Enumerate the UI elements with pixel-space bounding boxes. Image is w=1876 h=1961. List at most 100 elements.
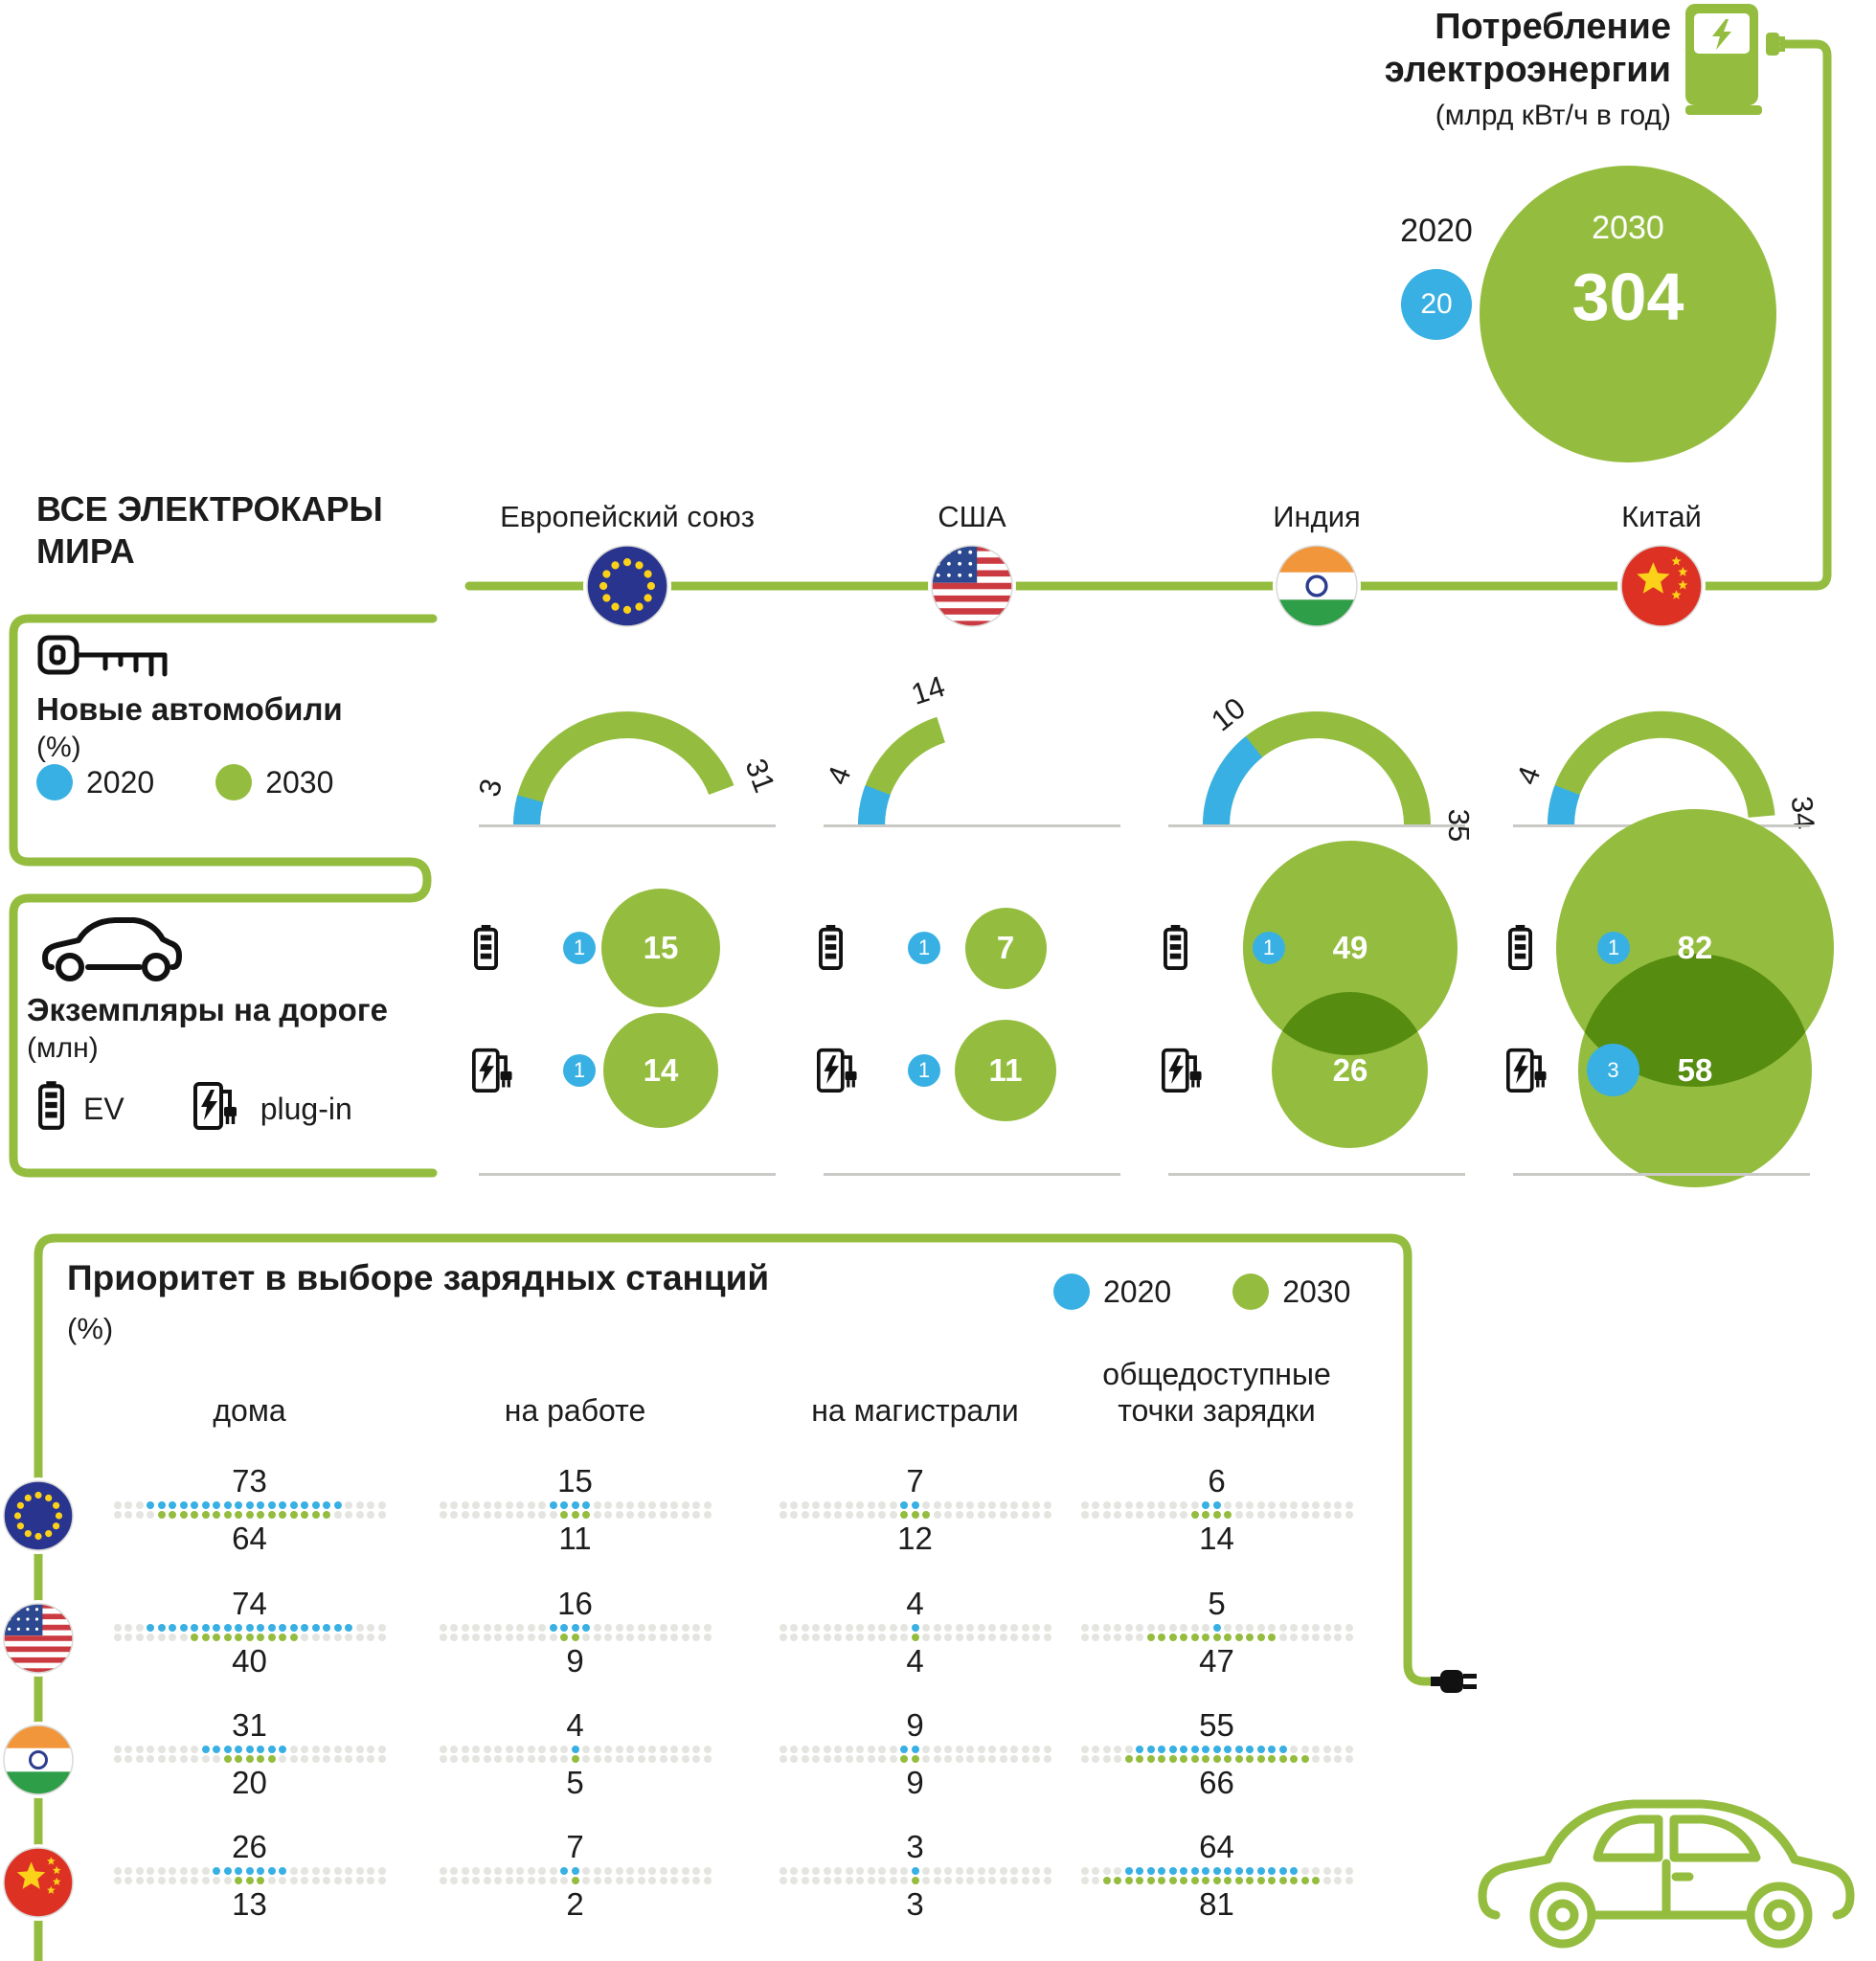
plug-in-icon	[192, 1080, 243, 1138]
on-road-baseline	[479, 1173, 776, 1176]
dot-row-2030	[1079, 1511, 1354, 1519]
car-illustration	[1475, 1747, 1863, 1961]
value-2020: 73	[232, 1463, 267, 1499]
dot-row-2030	[1079, 1634, 1354, 1641]
charging-cell: 15 11	[438, 1463, 712, 1557]
bubble-2030	[1272, 992, 1428, 1148]
value-2020: 7	[906, 1463, 924, 1499]
ev-battery-icon	[472, 924, 500, 975]
on-road-baseline	[1513, 1173, 1810, 1176]
bubble-2030-value: 58	[1677, 1052, 1713, 1088]
charging-cell: 16 9	[438, 1586, 712, 1679]
svg-text:10: 10	[1205, 691, 1252, 738]
dot-row-2020	[112, 1501, 387, 1509]
value-2030: 12	[897, 1521, 933, 1556]
dot-row-2020	[112, 1867, 387, 1875]
india-flag-icon-row	[0, 1722, 77, 1798]
consumption-unit: (млрд кВт/ч в год)	[1435, 100, 1671, 131]
dot-row-2030	[778, 1755, 1052, 1763]
value-2030: 3	[906, 1886, 924, 1922]
value-2020: 3	[906, 1829, 924, 1864]
svg-text:31: 31	[738, 755, 781, 798]
china-flag-icon	[1617, 542, 1706, 630]
value-2020: 64	[1199, 1829, 1234, 1864]
on-road-baseline	[824, 1173, 1120, 1176]
svg-text:4: 4	[821, 762, 858, 789]
consumption-2020-bubble: 20	[1401, 269, 1472, 340]
gauge-usa: 14 4	[809, 669, 1135, 841]
column-header-highway: на магистрали	[811, 1393, 1019, 1428]
eu-flag-icon	[583, 542, 671, 630]
usa-flag-icon-row	[0, 1600, 77, 1677]
column-header-work: на работе	[504, 1393, 646, 1428]
charging-cell: 64 81	[1079, 1829, 1354, 1923]
charging-cell: 5 47	[1079, 1586, 1354, 1679]
column-header-home: дома	[213, 1393, 286, 1428]
car-icon	[40, 908, 184, 994]
gauge-baseline	[824, 824, 1120, 827]
on-road-chart-china: 1 82 3 58	[1499, 809, 1834, 1187]
gauge-baseline	[479, 824, 776, 827]
value-2030: 40	[232, 1643, 267, 1679]
usa-flag-icon	[928, 542, 1016, 630]
ev-battery-icon	[36, 1080, 66, 1138]
bubble-2030-value: 26	[1332, 1052, 1368, 1088]
dot-row-2020	[778, 1624, 1052, 1632]
svg-text:4: 4	[1510, 762, 1548, 789]
gauge-eu: 31 3	[464, 670, 790, 841]
value-2030: 4	[906, 1643, 924, 1679]
dot-row-2020	[778, 1867, 1052, 1875]
charging-cell: 7 12	[778, 1463, 1052, 1557]
dot-row-2030	[778, 1877, 1052, 1884]
bubble-2030	[601, 889, 720, 1007]
consumption-cable	[464, 39, 1832, 591]
value-2030: 11	[558, 1521, 592, 1556]
value-2030: 66	[1199, 1765, 1234, 1800]
dot-row-2020	[1079, 1501, 1354, 1509]
bubble-2030	[603, 1013, 718, 1128]
china-flag-icon-row	[0, 1844, 77, 1921]
value-2020: 16	[557, 1586, 593, 1621]
on-road-title: Экземпляры на дороге	[27, 992, 388, 1027]
dot-row-2020	[438, 1624, 712, 1632]
charging-cell: 73 64	[112, 1463, 387, 1557]
plug-in-icon	[817, 1047, 863, 1097]
on-road-chart-usa: 1 7 1 11	[809, 867, 1135, 1187]
dot-row-2030	[778, 1634, 1052, 1641]
legend-2030-label: 2030	[265, 764, 334, 800]
legend-2020-label: 2020	[1103, 1274, 1172, 1309]
label-2020: 2020	[1400, 213, 1473, 249]
value-2020: 6	[1208, 1463, 1226, 1499]
consumption-title: Потребление электроэнергии	[1384, 7, 1671, 90]
bubble-2020: 1	[563, 1054, 596, 1087]
value-2020: 4	[566, 1707, 584, 1743]
dot-row-2020	[438, 1746, 712, 1753]
value-2020: 7	[566, 1829, 584, 1864]
country-header-india: Индия	[1273, 500, 1361, 533]
on-road-baseline	[1168, 1173, 1465, 1176]
svg-text:3: 3	[472, 776, 509, 800]
legend-plugin-label: plug-in	[260, 1091, 352, 1126]
bubble-2030-value: 14	[643, 1052, 679, 1088]
charging-cell: 31 20	[112, 1707, 387, 1801]
dot-row-2030	[438, 1511, 712, 1519]
charging-cell: 74 40	[112, 1586, 387, 1679]
value-2030: 14	[1199, 1521, 1234, 1556]
dot-row-2030	[778, 1511, 1052, 1519]
bubble-2030-value: 49	[1332, 930, 1368, 965]
value-2020: 15	[557, 1463, 593, 1499]
bubble-2030-value: 7	[996, 930, 1015, 965]
dot-row-2030	[438, 1634, 712, 1641]
charging-priority-unit: (%)	[67, 1312, 114, 1345]
value-2030: 9	[906, 1765, 924, 1800]
value-2030: 47	[1199, 1643, 1234, 1679]
charging-cell: 55 66	[1079, 1707, 1354, 1801]
plug-in-icon	[1506, 1047, 1552, 1097]
bubble-2030-value: 11	[988, 1052, 1023, 1088]
new-cars-unit: (%)	[36, 732, 81, 763]
new-cars-legend: 2020 2030	[36, 764, 333, 800]
dot-row-2020	[778, 1501, 1052, 1509]
